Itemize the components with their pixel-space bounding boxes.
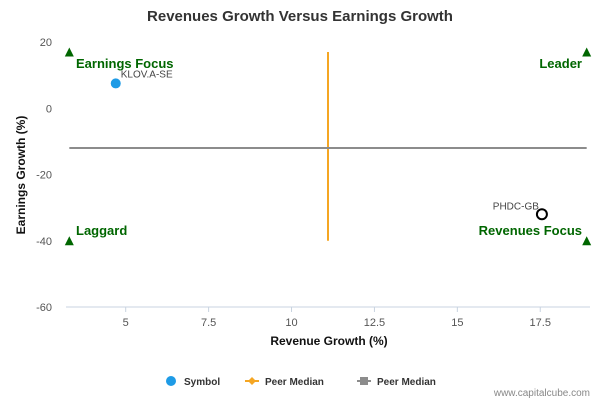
- legend-square-icon: [360, 377, 368, 385]
- data-point-peer: [535, 208, 548, 221]
- y-tick-label: -40: [36, 236, 52, 248]
- x-tick-label: 15: [451, 317, 463, 329]
- quadrant-label-bottom-left: Laggard: [76, 223, 127, 238]
- x-tick-label: 7.5: [201, 317, 216, 329]
- x-tick-label: 5: [123, 317, 129, 329]
- quadrant-marker-top-right: [582, 47, 592, 57]
- quadrant-label-top-left: Earnings Focus: [76, 56, 174, 71]
- y-tick-label: -60: [36, 302, 52, 314]
- y-axis-title: Earnings Growth (%): [14, 116, 28, 235]
- legend-diamond-icon: [248, 377, 256, 385]
- quadrant-label-bottom-right: Revenues Focus: [479, 223, 582, 238]
- legend-label: Peer Median: [377, 377, 436, 388]
- quadrant-marker-top-left: [64, 47, 74, 57]
- data-point-symbol: [110, 78, 121, 89]
- quadrant-label-top-right: Leader: [539, 56, 582, 71]
- data-point-label: KLOV.A-SE: [121, 69, 173, 80]
- quadrant-marker-bottom-left: [64, 236, 74, 246]
- legend: Symbol Peer Median Peer Median: [166, 376, 436, 388]
- credit-text: www.capitalcube.com: [493, 388, 590, 399]
- y-tick-label: -20: [36, 170, 52, 182]
- legend-label: Symbol: [184, 377, 220, 388]
- legend-label: Peer Median: [265, 377, 324, 388]
- legend-symbol-icon: [166, 376, 176, 386]
- x-tick-label: 17.5: [530, 317, 551, 329]
- y-tick-label: 20: [40, 37, 52, 49]
- plot-area: 5 7.5 10 12.5 15 17.5 20 0 -20 -40 -60 Earnings Foc…: [36, 37, 592, 329]
- y-tick-label: 0: [46, 103, 52, 115]
- x-axis-title: Revenue Growth (%): [270, 334, 387, 348]
- x-tick-label: 10: [285, 317, 297, 329]
- chart-title: Revenues Growth Versus Earnings Growth: [147, 8, 453, 25]
- quadrant-marker-bottom-right: [582, 236, 592, 246]
- x-tick-label: 12.5: [364, 317, 385, 329]
- data-point-label: PHDC-GB: [493, 201, 539, 212]
